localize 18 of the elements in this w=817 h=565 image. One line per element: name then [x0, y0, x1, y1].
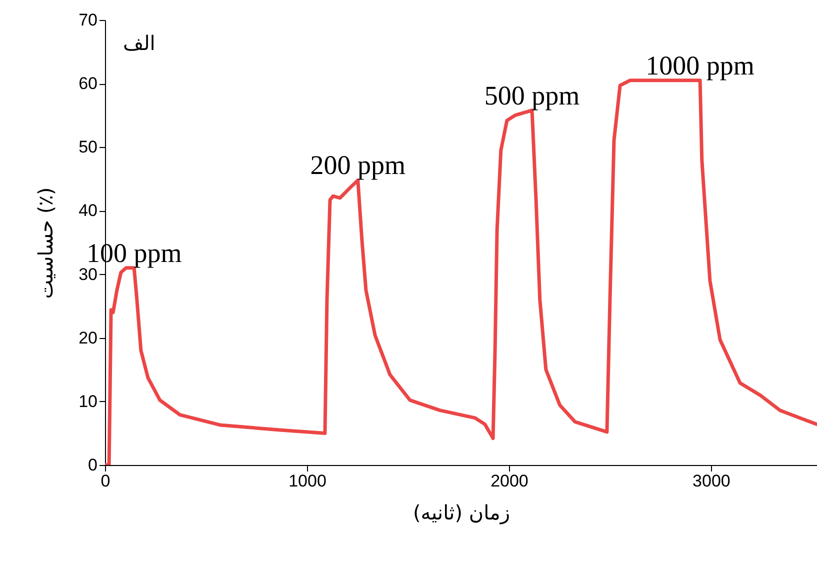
y-tick-label: 50	[78, 138, 98, 157]
y-tick-label: 0	[88, 456, 98, 474]
y-tick-label: 40	[78, 201, 98, 220]
y-axis-title: حساسیت (٪)	[34, 187, 58, 299]
annotation: 500 ppm	[484, 80, 580, 110]
x-tick-label: 2000	[490, 472, 528, 490]
y-tick-label: 30	[78, 264, 98, 284]
y-tick-label: 20	[78, 328, 98, 348]
annotation: 200 ppm	[310, 150, 406, 180]
x-tick-label: 1000	[288, 472, 326, 490]
x-axis-title: زمان (ثانیه)	[412, 500, 510, 524]
y-tick-label: 10	[78, 392, 98, 411]
x-tick-label: 0	[100, 472, 110, 490]
annotation: 1000 ppm	[646, 50, 754, 80]
x-tick-label: 3000	[692, 472, 730, 490]
y-tick-label: 70	[78, 10, 98, 30]
annotation: الف	[123, 31, 156, 55]
y-tick-label: 60	[78, 74, 98, 94]
